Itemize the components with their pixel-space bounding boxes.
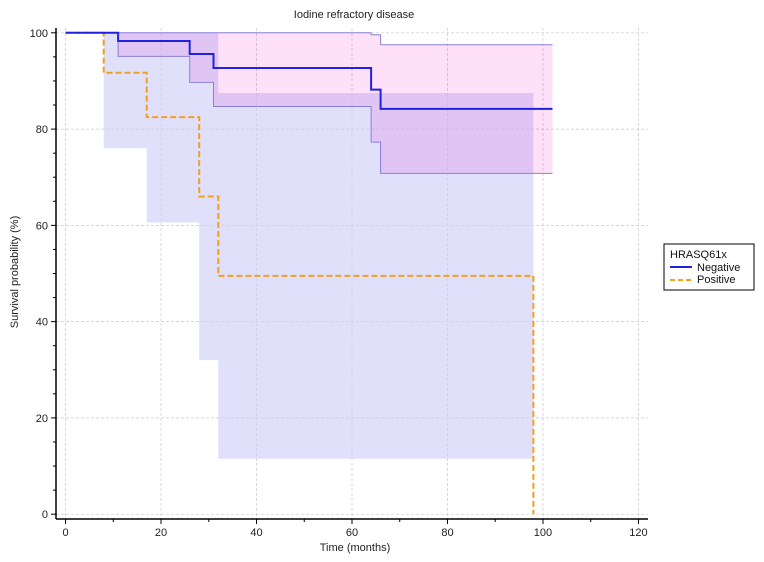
y-tick-label-3: 60 — [36, 220, 48, 232]
x-tick-labels: 0 20 40 60 80 100 120 — [62, 527, 647, 539]
x-tick-label-3: 60 — [346, 527, 358, 539]
ci-lower-negative — [65, 32, 553, 174]
survival-curves — [65, 31, 553, 515]
curve-positive — [65, 31, 535, 515]
y-tick-label-1: 20 — [36, 413, 48, 425]
y-tick-labels: 0 20 40 60 80 100 — [30, 28, 48, 521]
legend-title: HRASQ61x — [670, 249, 727, 261]
legend: HRASQ61x Negative Positive — [663, 243, 755, 291]
ci-bands — [65, 32, 553, 459]
chart-title: Iodine refractory disease — [294, 9, 414, 21]
x-axis-title: Time (months) — [320, 542, 391, 554]
y-tick-label-0: 0 — [42, 509, 48, 521]
ci-band-negative — [65, 32, 553, 174]
ci-upper-negative — [65, 32, 553, 46]
curve-negative — [65, 31, 553, 110]
x-tick-label-0: 0 — [62, 527, 68, 539]
x-tick-label-6: 120 — [629, 527, 647, 539]
axes — [51, 28, 648, 524]
legend-label-negative: Negative — [697, 262, 740, 274]
legend-label-positive: Positive — [697, 274, 736, 286]
y-tick-label-2: 40 — [36, 317, 48, 329]
x-tick-label-1: 20 — [155, 527, 167, 539]
x-tick-label-2: 40 — [250, 527, 262, 539]
y-tick-label-5: 100 — [30, 28, 48, 40]
x-tick-label-5: 100 — [534, 527, 552, 539]
y-axis-title: Survival probability (%) — [9, 216, 21, 328]
x-tick-label-4: 80 — [441, 527, 453, 539]
y-tick-label-4: 80 — [36, 124, 48, 136]
